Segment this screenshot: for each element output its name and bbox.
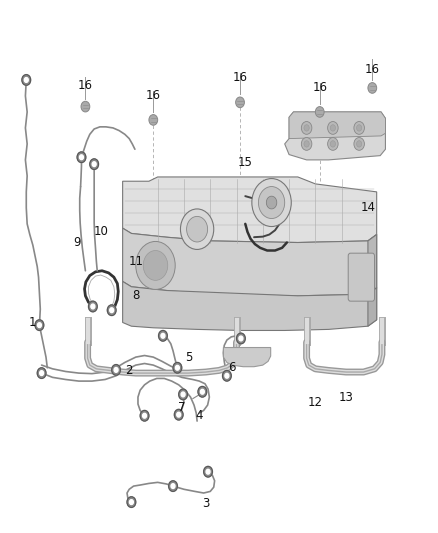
Polygon shape — [223, 348, 271, 367]
Polygon shape — [289, 112, 385, 139]
Text: 16: 16 — [312, 82, 327, 94]
Text: 14: 14 — [360, 201, 375, 214]
Circle shape — [81, 101, 90, 112]
Polygon shape — [123, 228, 377, 296]
Circle shape — [304, 141, 309, 147]
Circle shape — [225, 373, 229, 378]
Circle shape — [237, 333, 245, 344]
Circle shape — [35, 320, 44, 330]
Circle shape — [179, 389, 187, 400]
Text: 5: 5 — [185, 351, 192, 364]
Circle shape — [304, 125, 309, 131]
Circle shape — [143, 251, 168, 280]
Circle shape — [39, 371, 44, 375]
Text: 1: 1 — [29, 316, 37, 329]
Circle shape — [301, 122, 312, 134]
Circle shape — [201, 389, 204, 394]
Circle shape — [266, 196, 277, 209]
Circle shape — [357, 141, 362, 147]
Circle shape — [354, 138, 364, 150]
Circle shape — [328, 138, 338, 150]
Circle shape — [301, 138, 312, 150]
Text: 15: 15 — [238, 156, 253, 169]
Circle shape — [127, 497, 136, 507]
Text: 2: 2 — [125, 364, 133, 377]
Circle shape — [177, 413, 180, 417]
Text: 4: 4 — [195, 409, 203, 422]
Polygon shape — [123, 281, 377, 330]
Circle shape — [223, 370, 231, 381]
Circle shape — [187, 216, 208, 242]
Circle shape — [37, 322, 41, 327]
Circle shape — [161, 334, 165, 338]
Circle shape — [77, 152, 86, 163]
Circle shape — [315, 107, 324, 117]
Circle shape — [330, 141, 336, 147]
Circle shape — [239, 336, 243, 341]
Circle shape — [130, 500, 133, 504]
Circle shape — [357, 125, 362, 131]
Text: 12: 12 — [308, 396, 323, 409]
Circle shape — [171, 484, 175, 488]
Circle shape — [112, 365, 120, 375]
Text: 13: 13 — [339, 391, 353, 403]
Circle shape — [114, 368, 118, 373]
Circle shape — [143, 414, 146, 418]
Circle shape — [354, 122, 364, 134]
Circle shape — [175, 366, 180, 370]
Circle shape — [24, 77, 28, 83]
Circle shape — [206, 470, 210, 474]
Circle shape — [368, 83, 377, 93]
Circle shape — [159, 330, 167, 341]
Circle shape — [258, 187, 285, 219]
Text: 6: 6 — [228, 361, 236, 374]
Polygon shape — [123, 177, 377, 243]
Text: 16: 16 — [146, 90, 161, 102]
Circle shape — [140, 410, 149, 421]
Circle shape — [174, 409, 183, 420]
Circle shape — [37, 368, 46, 378]
Circle shape — [107, 305, 116, 316]
Text: 16: 16 — [233, 71, 247, 84]
Circle shape — [80, 155, 83, 160]
Text: 8: 8 — [132, 289, 139, 302]
Circle shape — [173, 362, 182, 373]
Circle shape — [204, 466, 212, 477]
Circle shape — [149, 115, 158, 125]
Circle shape — [91, 304, 95, 309]
Text: 9: 9 — [73, 236, 81, 249]
Text: 10: 10 — [93, 225, 108, 238]
Circle shape — [236, 97, 244, 108]
Text: 11: 11 — [128, 255, 143, 268]
Circle shape — [22, 75, 31, 85]
Circle shape — [92, 162, 96, 167]
Circle shape — [330, 125, 336, 131]
Text: 16: 16 — [365, 63, 380, 76]
Circle shape — [180, 209, 214, 249]
Circle shape — [198, 386, 207, 397]
Circle shape — [169, 481, 177, 491]
Text: 7: 7 — [178, 401, 186, 414]
Text: 3: 3 — [202, 497, 209, 510]
Polygon shape — [368, 235, 377, 294]
Text: 16: 16 — [78, 79, 93, 92]
FancyBboxPatch shape — [348, 253, 374, 301]
Circle shape — [88, 301, 97, 312]
Circle shape — [252, 179, 291, 227]
Circle shape — [328, 122, 338, 134]
Circle shape — [136, 241, 175, 289]
Polygon shape — [368, 288, 377, 326]
Circle shape — [110, 308, 114, 312]
Circle shape — [90, 159, 99, 169]
Polygon shape — [285, 112, 385, 160]
Circle shape — [181, 392, 185, 397]
